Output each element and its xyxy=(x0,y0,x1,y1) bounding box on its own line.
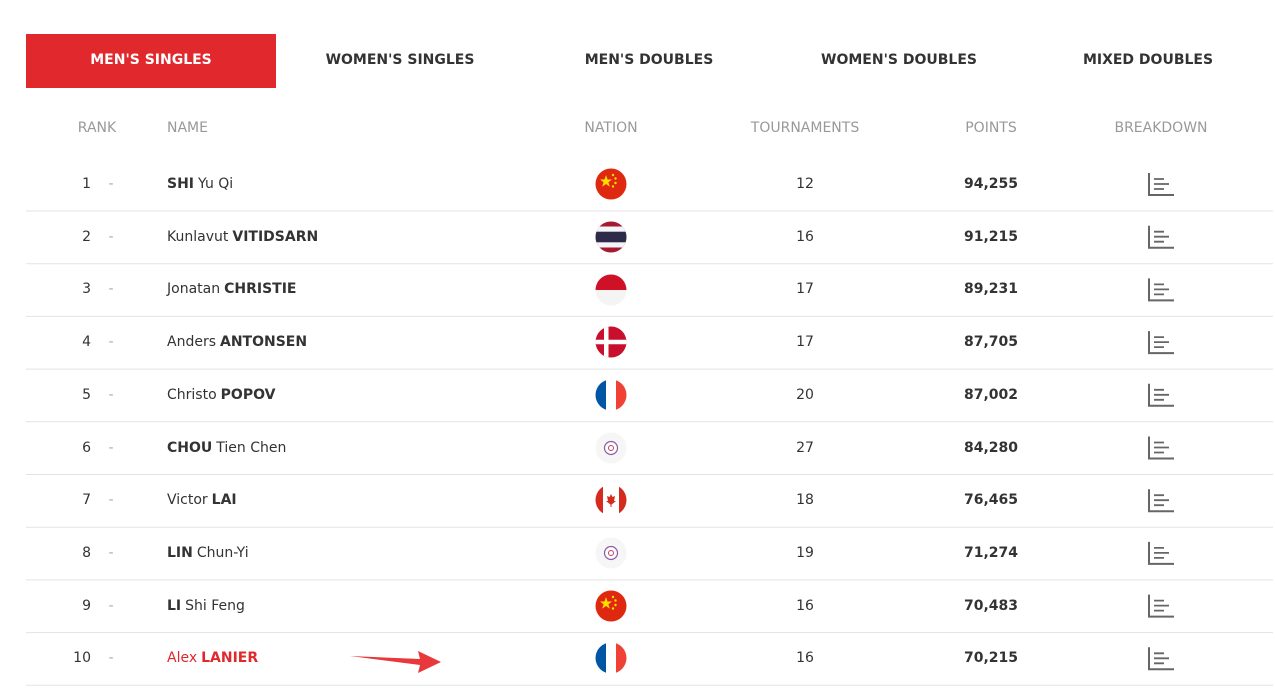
rank: 1 xyxy=(82,176,91,192)
active-tab-bg xyxy=(26,34,276,88)
name-part: Jonatan xyxy=(167,281,221,298)
breakdown-icon[interactable] xyxy=(1148,435,1175,460)
rank: 4 xyxy=(82,334,91,351)
name-part: Chun-Yi xyxy=(196,544,249,561)
tab[interactable]: WOMEN'S DOUBLES xyxy=(821,52,977,68)
rank-change: - xyxy=(108,650,114,667)
breakdown-icon[interactable] xyxy=(1148,172,1175,196)
breakdown-icon[interactable] xyxy=(1148,277,1175,302)
column-header: POINTS xyxy=(965,120,1017,136)
column-header: RANK xyxy=(77,120,117,136)
name-part: LANIER xyxy=(201,650,259,667)
tournaments: 27 xyxy=(796,439,814,456)
rank-change: - xyxy=(108,281,114,298)
points: 71,274 xyxy=(963,544,1019,561)
rank-change: - xyxy=(108,439,114,456)
rank-change: - xyxy=(108,334,114,351)
player-name[interactable]: LIN Chun-Yi xyxy=(167,545,253,561)
name-part: POPOV xyxy=(220,386,276,403)
rank-change: - xyxy=(108,228,114,245)
name-part: Alex xyxy=(167,650,198,667)
column-header: NAME xyxy=(167,120,208,136)
column-header: BREAKDOWN xyxy=(1114,120,1208,136)
points: 84,280 xyxy=(963,439,1019,456)
tournaments: 18 xyxy=(796,492,814,509)
player-name[interactable]: Jonatan CHRISTIE xyxy=(167,281,300,297)
name-part: LI xyxy=(167,597,182,614)
breakdown-icon[interactable] xyxy=(1148,593,1175,618)
rank: 9 xyxy=(82,597,91,614)
name-part: ANTONSEN xyxy=(220,334,308,351)
breakdown-icon[interactable] xyxy=(1148,540,1175,565)
points: 94,255 xyxy=(963,176,1019,192)
rank: 3 xyxy=(82,281,91,298)
name-part: Tien Chen xyxy=(216,439,287,456)
name-part: Christo xyxy=(167,386,217,403)
points: 76,465 xyxy=(963,492,1019,509)
name-part: Shi Feng xyxy=(185,597,245,614)
name-part: Kunlavut xyxy=(167,228,229,245)
tournaments: 12 xyxy=(796,176,814,192)
player-name[interactable]: Alex LANIER xyxy=(167,650,262,666)
points: 87,705 xyxy=(963,334,1019,351)
tab[interactable]: MIXED DOUBLES xyxy=(1082,52,1214,68)
name-part: LIN xyxy=(167,544,193,561)
player-name[interactable]: SHI Yu Qi xyxy=(167,176,237,192)
name-part: SHI xyxy=(167,176,195,192)
breakdown-icon[interactable] xyxy=(1148,330,1175,355)
player-name[interactable]: Victor LAI xyxy=(167,492,241,508)
breakdown-icon[interactable] xyxy=(1148,224,1175,249)
points: 87,002 xyxy=(963,386,1019,403)
rank: 10 xyxy=(73,650,91,667)
tab[interactable]: WOMEN'S SINGLES xyxy=(325,52,475,68)
player-name[interactable]: Christo POPOV xyxy=(167,387,279,403)
player-name[interactable]: CHOU Tien Chen xyxy=(167,440,290,456)
points: 70,483 xyxy=(963,597,1019,614)
player-name[interactable]: Kunlavut VITIDSARN xyxy=(167,229,322,245)
rank-change: - xyxy=(108,386,114,403)
name-part: CHRISTIE xyxy=(224,281,297,298)
tournaments: 17 xyxy=(796,334,814,351)
tournaments: 17 xyxy=(796,281,814,298)
name-part: Victor xyxy=(167,492,208,509)
tournaments: 16 xyxy=(796,597,814,614)
name-part: CHOU xyxy=(167,439,213,456)
name-part: Anders xyxy=(167,334,216,351)
arrow xyxy=(350,651,441,673)
rank-change: - xyxy=(108,544,114,561)
name-part: VITIDSARN xyxy=(232,228,319,245)
column-header: TOURNAMENTS xyxy=(750,120,860,136)
breakdown-icon[interactable] xyxy=(1148,646,1175,671)
rank: 2 xyxy=(82,228,91,245)
rank-change: - xyxy=(108,597,114,614)
breakdown-icon[interactable] xyxy=(1148,382,1175,407)
name-part: Yu Qi xyxy=(198,176,234,192)
player-name[interactable]: Anders ANTONSEN xyxy=(167,334,311,350)
tournaments: 19 xyxy=(796,544,814,561)
rank: 8 xyxy=(82,544,91,561)
rank: 7 xyxy=(82,492,91,509)
breakdown-icon[interactable] xyxy=(1148,488,1175,513)
tournaments: 20 xyxy=(796,386,814,403)
rank: 6 xyxy=(82,439,91,456)
flags xyxy=(595,168,627,674)
rank: 5 xyxy=(82,386,91,403)
rank-change: - xyxy=(108,492,114,509)
tab[interactable]: MEN'S DOUBLES xyxy=(584,52,714,68)
rank-change: - xyxy=(108,176,114,192)
points: 89,231 xyxy=(963,281,1019,298)
name-part: LAI xyxy=(211,492,237,509)
tournaments: 16 xyxy=(796,650,814,667)
tournaments: 16 xyxy=(796,228,814,245)
player-name[interactable]: LI Shi Feng xyxy=(167,598,249,614)
points: 70,215 xyxy=(963,650,1019,667)
tab[interactable]: MEN'S SINGLES xyxy=(90,52,212,68)
column-header: NATION xyxy=(584,120,638,136)
points: 91,215 xyxy=(963,228,1019,245)
